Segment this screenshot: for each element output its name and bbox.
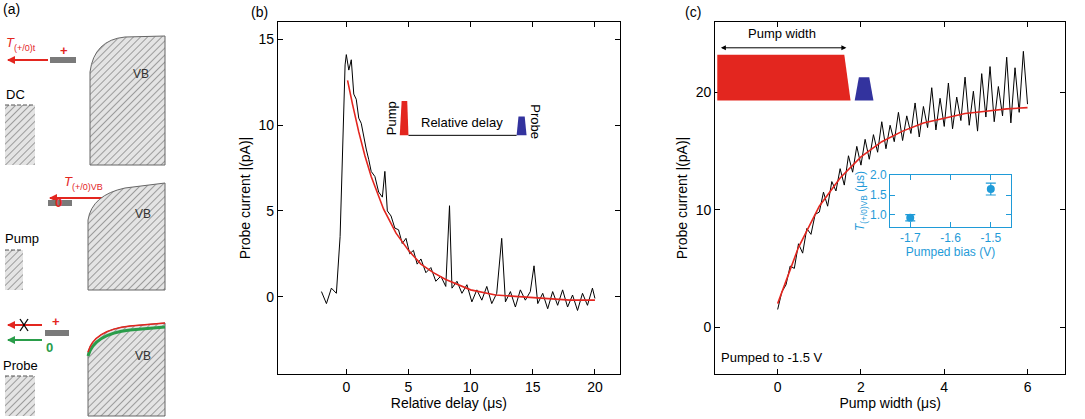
svg-text:Probe: Probe bbox=[528, 104, 543, 139]
svg-text:+: + bbox=[52, 314, 60, 329]
svg-text:Pump width (μs): Pump width (μs) bbox=[839, 395, 940, 411]
svg-text:VB: VB bbox=[135, 349, 151, 363]
svg-text:(b): (b) bbox=[251, 4, 268, 20]
svg-text:0: 0 bbox=[266, 289, 274, 305]
svg-text:0: 0 bbox=[704, 319, 712, 335]
svg-text:0: 0 bbox=[774, 379, 782, 395]
svg-text:Probe: Probe bbox=[3, 358, 38, 373]
svg-text:-1.6: -1.6 bbox=[940, 231, 961, 245]
svg-text:0: 0 bbox=[55, 195, 62, 210]
svg-text:10: 10 bbox=[259, 117, 275, 133]
svg-text:20: 20 bbox=[587, 379, 603, 395]
svg-text:T(+/0)t: T(+/0)t bbox=[6, 35, 36, 53]
svg-text:-1.7: -1.7 bbox=[900, 231, 921, 245]
svg-text:T(+/0)VB: T(+/0)VB bbox=[64, 174, 103, 192]
svg-text:4: 4 bbox=[940, 379, 948, 395]
svg-text:Pumped to -1.5 V: Pumped to -1.5 V bbox=[721, 350, 822, 365]
svg-text:5: 5 bbox=[405, 379, 413, 395]
svg-text:VB: VB bbox=[133, 67, 149, 81]
svg-text:10: 10 bbox=[463, 379, 479, 395]
svg-text:Probe current |(pA)|: Probe current |(pA)| bbox=[674, 137, 690, 259]
svg-text:+: + bbox=[60, 43, 68, 58]
svg-text:15: 15 bbox=[259, 31, 275, 47]
svg-text:2: 2 bbox=[857, 379, 865, 395]
svg-text:T​(+/0)VB​ (μs): T​(+/0)VB​ (μs) bbox=[853, 171, 869, 231]
svg-text:Pump width: Pump width bbox=[748, 26, 816, 41]
svg-text:0: 0 bbox=[342, 379, 350, 395]
svg-text:10: 10 bbox=[696, 202, 712, 218]
svg-text:DC: DC bbox=[6, 87, 25, 102]
svg-text:(c): (c) bbox=[685, 4, 701, 20]
svg-text:VB: VB bbox=[135, 207, 151, 221]
svg-text:Probe current |(pA)|: Probe current |(pA)| bbox=[237, 137, 253, 259]
svg-text:2.0: 2.0 bbox=[870, 168, 887, 182]
svg-text:Pumped bias (V): Pumped bias (V) bbox=[906, 245, 995, 259]
svg-text:15: 15 bbox=[525, 379, 541, 395]
svg-text:5: 5 bbox=[266, 203, 274, 219]
svg-text:0: 0 bbox=[46, 340, 53, 355]
svg-text:(a): (a) bbox=[3, 1, 20, 17]
svg-text:Relative delay: Relative delay bbox=[421, 115, 503, 130]
svg-text:-1.5: -1.5 bbox=[980, 231, 1001, 245]
svg-text:Pump: Pump bbox=[384, 101, 399, 135]
svg-text:Pump: Pump bbox=[5, 231, 39, 246]
svg-text:20: 20 bbox=[696, 84, 712, 100]
svg-text:1.5: 1.5 bbox=[870, 188, 887, 202]
svg-text:1.0: 1.0 bbox=[870, 208, 887, 222]
svg-text:Relative delay (μs): Relative delay (μs) bbox=[391, 395, 507, 411]
svg-text:6: 6 bbox=[1024, 379, 1032, 395]
